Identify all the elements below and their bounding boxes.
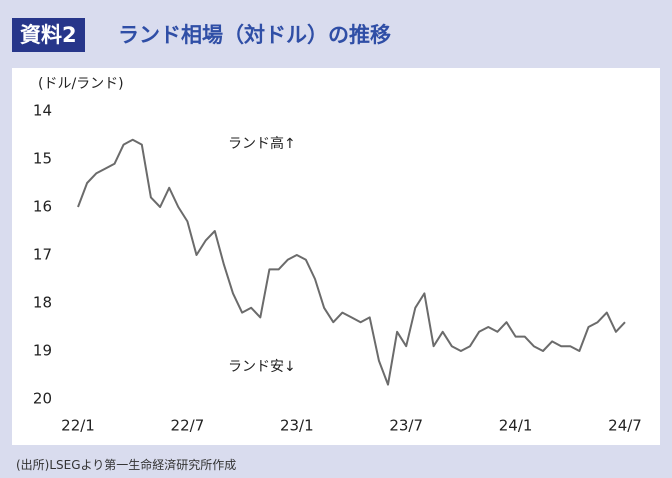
x-tick-label: 23/7 xyxy=(389,417,423,435)
y-tick-label: 15 xyxy=(33,150,52,168)
annotation: ランド安↓ xyxy=(228,359,296,375)
x-tick-label: 24/7 xyxy=(608,417,642,435)
source: (出所)LSEGより第一生命経済研究所作成 xyxy=(16,458,237,472)
y-tick-label: 16 xyxy=(33,198,52,216)
y-tick-label: 17 xyxy=(33,246,52,264)
y-tick-label: 14 xyxy=(33,102,52,120)
badge: 資料2 xyxy=(12,18,85,52)
y-axis-label: (ドル/ランド) xyxy=(38,76,124,92)
title: ランド相場（対ドル）の推移 xyxy=(118,23,391,47)
x-tick-label: 22/7 xyxy=(171,417,205,435)
chart-panel: (ドル/ランド) ランド高↑ ランド安↓ 14 15 16 17 18 19 20 22/1 2… xyxy=(12,68,660,445)
y-tick-label: 19 xyxy=(33,342,52,360)
x-tick-label: 24/1 xyxy=(499,417,533,435)
series-line xyxy=(77,138,626,386)
x-tick-label: 22/1 xyxy=(61,417,95,435)
y-tick-label: 18 xyxy=(33,294,52,312)
x-tick-label: 23/1 xyxy=(280,417,314,435)
y-tick-label: 20 xyxy=(33,390,52,408)
chart: (ドル/ランド) ランド高↑ ランド安↓ 14 15 16 17 18 19 20 22/1 2… xyxy=(33,76,642,435)
annotation: ランド高↑ xyxy=(228,135,296,152)
